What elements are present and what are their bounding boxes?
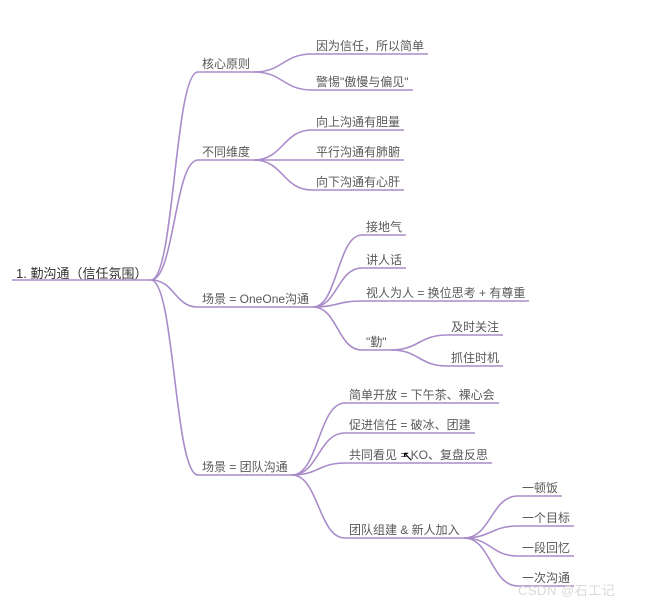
node-d2-0: 简单开放 = 下午茶、裸心会: [345, 384, 499, 405]
root-node: 1. 勤沟通（信任氛围）: [12, 261, 151, 284]
node-d2-0: 向上沟通有胆量: [312, 111, 404, 132]
node-d2-2: 共同看见 = KO、复盘反思: [345, 444, 492, 465]
node-d3-1: 一个目标: [518, 507, 574, 528]
node-d1-1: 不同维度: [198, 141, 254, 162]
node-d2-1: 促进信任 = 破冰、团建: [345, 414, 475, 435]
node-d1-2: 场景 = OneOne沟通: [198, 288, 313, 309]
node-d3-2: 一段回忆: [518, 537, 574, 558]
node-d2-2: 视人为人 = 换位思考 + 有尊重: [362, 282, 529, 303]
node-d2-2: 向下沟通有心肝: [312, 171, 404, 192]
node-d2-1: 平行沟通有肺腑: [312, 141, 404, 162]
node-d2-1: 讲人话: [362, 249, 406, 270]
node-d3-0: 及时关注: [447, 316, 503, 337]
node-d2-0: 接地气: [362, 216, 406, 237]
node-d1-0: 核心原则: [198, 53, 254, 74]
node-d3-0: 一顿饭: [518, 477, 562, 498]
node-d2-0: 因为信任，所以简单: [312, 35, 428, 56]
watermark: CSDN @石工记: [518, 580, 615, 599]
node-d2-3: "勤": [362, 331, 391, 352]
node-d2-1: 警惕"傲慢与偏见": [312, 71, 413, 92]
node-d1-3: 场景 = 团队沟通: [198, 456, 292, 477]
node-d3-1: 抓住时机: [447, 347, 503, 368]
node-d2-3: 团队组建 & 新人加入: [345, 519, 464, 540]
